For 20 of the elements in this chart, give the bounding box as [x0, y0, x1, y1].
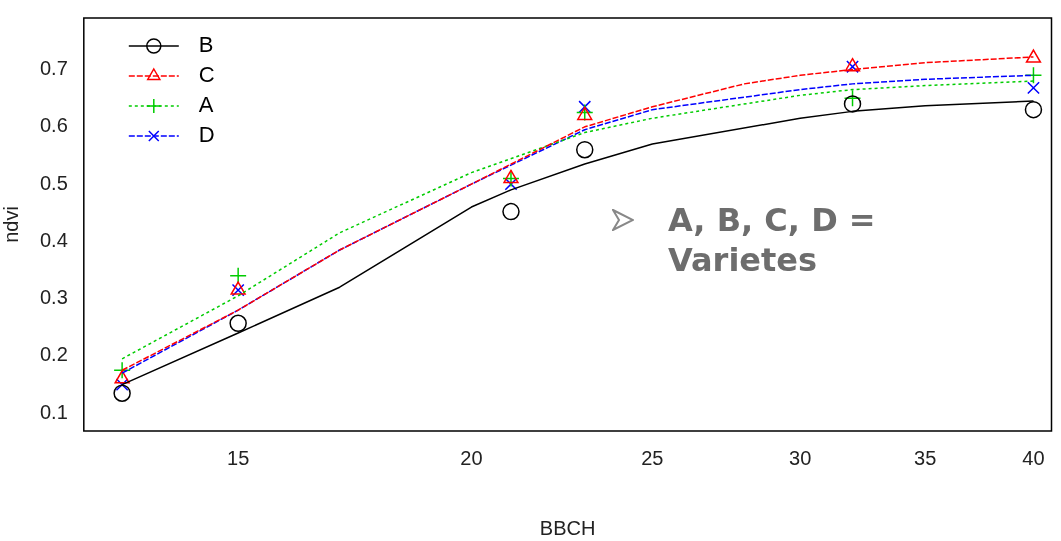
y-tick-label: 0.4 [39, 228, 68, 251]
y-axis-title: ndvi [0, 206, 22, 243]
y-tick-label: 0.1 [39, 400, 68, 423]
x-tick-label: 25 [641, 446, 664, 469]
x-tick-label: 20 [460, 446, 483, 469]
y-tick-label: 0.3 [39, 286, 68, 309]
y-tick-label: 0.7 [39, 57, 68, 80]
x-tick-label: 15 [227, 446, 250, 469]
legend-label: A [198, 92, 214, 118]
x-tick-label: 35 [914, 446, 937, 469]
legend-label: C [198, 62, 215, 88]
x-axis-title: BBCH [539, 516, 596, 539]
y-tick-label: 0.2 [39, 343, 68, 366]
y-tick-label: 0.5 [39, 171, 68, 194]
legend-label: D [198, 122, 215, 148]
y-tick-label: 0.6 [39, 114, 68, 137]
x-tick-label: 40 [1022, 446, 1045, 469]
x-tick-label: 30 [789, 446, 812, 469]
legend-label: B [198, 32, 214, 58]
annotation: A, B, C, D = Varietes [668, 200, 877, 280]
